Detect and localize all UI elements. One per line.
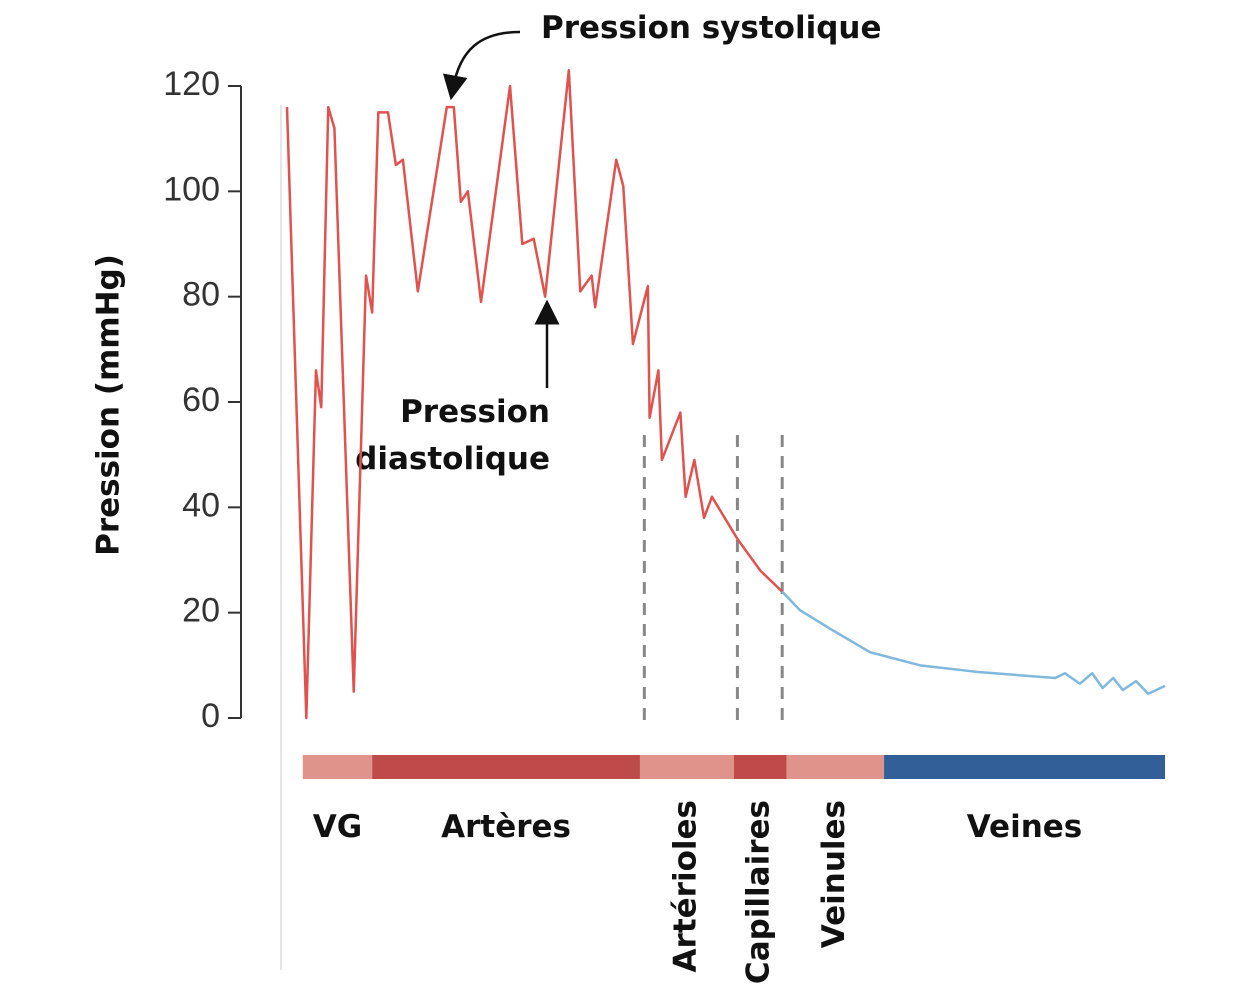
region-bar (372, 755, 640, 779)
line (285, 68, 784, 720)
y-tick-label: 20 (182, 592, 220, 630)
plot: 0 20 40 60 80 100 120 VG Artères Artérioles Capill… (163, 65, 1166, 984)
y-tick-label: 120 (163, 65, 220, 103)
annotation: Pression (400, 394, 550, 430)
region-bar (302, 755, 373, 779)
annotation: Pression systolique (541, 10, 882, 46)
region-bar (786, 755, 885, 779)
annotation: diastolique (355, 441, 550, 477)
region-label: Veines (967, 809, 1083, 845)
arrow (442, 30, 521, 101)
region-label: VG (313, 809, 362, 845)
y-axis-label: Pression (mmHg) (91, 254, 127, 556)
region-label: Veinules (816, 800, 852, 948)
y-tick-label: 100 (163, 170, 220, 208)
region-label: Capillaires (741, 800, 777, 984)
region-bar (884, 755, 1165, 779)
y-tick-label: 80 (182, 276, 220, 314)
region-label: Artérioles (667, 800, 703, 972)
region-label: Artères (441, 809, 571, 845)
region-bar (639, 755, 734, 779)
y-tick-label: 0 (201, 697, 220, 735)
line (781, 590, 1166, 696)
y-tick-label: 60 (182, 381, 220, 419)
region-bar (733, 755, 787, 779)
y-tick-label: 40 (182, 486, 220, 524)
